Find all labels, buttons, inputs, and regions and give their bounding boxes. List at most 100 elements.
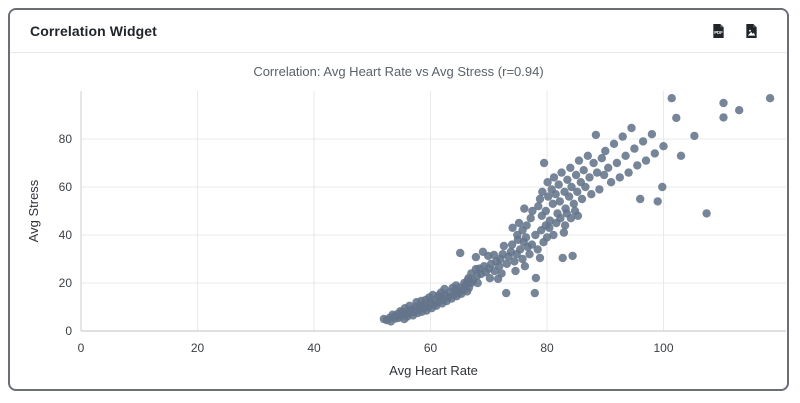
data-point	[650, 149, 659, 158]
data-point	[659, 142, 668, 151]
data-point	[522, 221, 531, 230]
data-point	[473, 278, 482, 288]
data-point	[456, 248, 465, 258]
data-point	[530, 288, 539, 298]
data-point	[507, 240, 517, 249]
data-point	[577, 194, 587, 204]
data-point	[545, 223, 554, 232]
data-point	[520, 262, 530, 271]
data-point	[606, 178, 616, 187]
data-point	[548, 199, 557, 208]
data-point	[516, 245, 525, 254]
data-point	[541, 206, 550, 216]
data-point	[597, 154, 606, 163]
data-point	[489, 250, 499, 260]
data-point	[641, 156, 651, 165]
data-point	[558, 253, 567, 263]
data-point	[518, 254, 527, 264]
data-point	[568, 251, 577, 261]
data-point	[647, 130, 657, 139]
data-point	[545, 216, 555, 225]
correlation-widget-card: Correlation Widget PDF	[8, 8, 789, 391]
data-point	[636, 194, 645, 204]
data-point	[567, 182, 576, 192]
data-point	[388, 310, 397, 319]
data-point	[735, 106, 744, 115]
x-axis-title: Avg Heart Rate	[389, 363, 478, 378]
data-point	[535, 194, 545, 204]
data-point	[502, 259, 511, 268]
data-point	[589, 158, 598, 168]
data-point	[531, 273, 541, 283]
data-point	[543, 178, 552, 187]
pdf-file-icon: PDF	[711, 23, 726, 42]
data-point	[511, 266, 520, 276]
data-point	[574, 156, 584, 165]
data-point	[719, 113, 728, 122]
data-point	[573, 187, 582, 196]
export-pdf-button[interactable]: PDF	[709, 21, 728, 41]
data-point	[559, 228, 569, 237]
data-point	[551, 190, 560, 199]
data-point	[604, 163, 613, 172]
data-point	[615, 173, 624, 182]
data-point	[633, 161, 642, 170]
data-point	[534, 202, 543, 211]
data-point	[566, 163, 575, 172]
export-image-button[interactable]	[742, 21, 761, 41]
data-point	[591, 130, 601, 140]
data-point	[702, 209, 711, 218]
data-point	[658, 182, 667, 192]
data-point	[508, 223, 517, 232]
data-point	[526, 214, 535, 223]
chart-area: Correlation: Avg Heart Rate vs Avg Stres…	[10, 53, 787, 391]
chart-title: Correlation: Avg Heart Rate vs Avg Stres…	[253, 64, 544, 79]
data-point	[549, 230, 558, 240]
y-tick-label: 20	[59, 276, 73, 290]
x-tick-label: 60	[424, 341, 438, 355]
data-point	[630, 144, 639, 153]
data-point	[627, 123, 636, 133]
data-point	[396, 307, 405, 316]
image-file-icon	[744, 23, 759, 42]
x-tick-label: 20	[191, 341, 205, 355]
scatter-plot[interactable]: 0 20 40 60 80 0 20 40 60 80 100 Avg Heart Rate Avg S…	[10, 53, 787, 391]
data-point	[440, 284, 449, 294]
card-header: Correlation Widget PDF	[10, 10, 787, 53]
data-point	[549, 173, 559, 182]
data-point	[510, 257, 519, 266]
x-tick-label: 80	[540, 341, 554, 355]
data-point	[719, 98, 728, 108]
data-point	[514, 218, 524, 228]
y-tick-label: 0	[65, 324, 72, 338]
data-point	[495, 262, 504, 271]
data-point	[585, 173, 594, 182]
data-point	[564, 192, 574, 201]
scatter-points	[379, 94, 775, 326]
data-point	[667, 94, 676, 103]
data-point	[535, 253, 545, 263]
svg-text:PDF: PDF	[714, 30, 723, 35]
data-point	[528, 206, 537, 216]
data-point	[421, 295, 430, 304]
data-point	[531, 230, 540, 240]
header-actions: PDF	[709, 21, 761, 41]
data-point	[562, 209, 571, 218]
y-axis-title: Avg Stress	[26, 179, 41, 242]
data-point	[690, 131, 699, 141]
data-point	[569, 199, 578, 208]
data-point	[638, 137, 648, 146]
data-point	[499, 241, 509, 251]
data-point	[581, 182, 590, 192]
data-point	[542, 233, 552, 242]
data-point	[554, 180, 563, 189]
data-point	[539, 158, 549, 168]
data-point	[672, 113, 681, 123]
y-tick-label: 80	[59, 132, 73, 146]
data-point	[556, 214, 565, 223]
data-point	[471, 252, 481, 262]
data-point	[544, 192, 553, 201]
data-point	[612, 158, 622, 168]
data-point	[563, 175, 572, 184]
data-point	[599, 170, 609, 180]
